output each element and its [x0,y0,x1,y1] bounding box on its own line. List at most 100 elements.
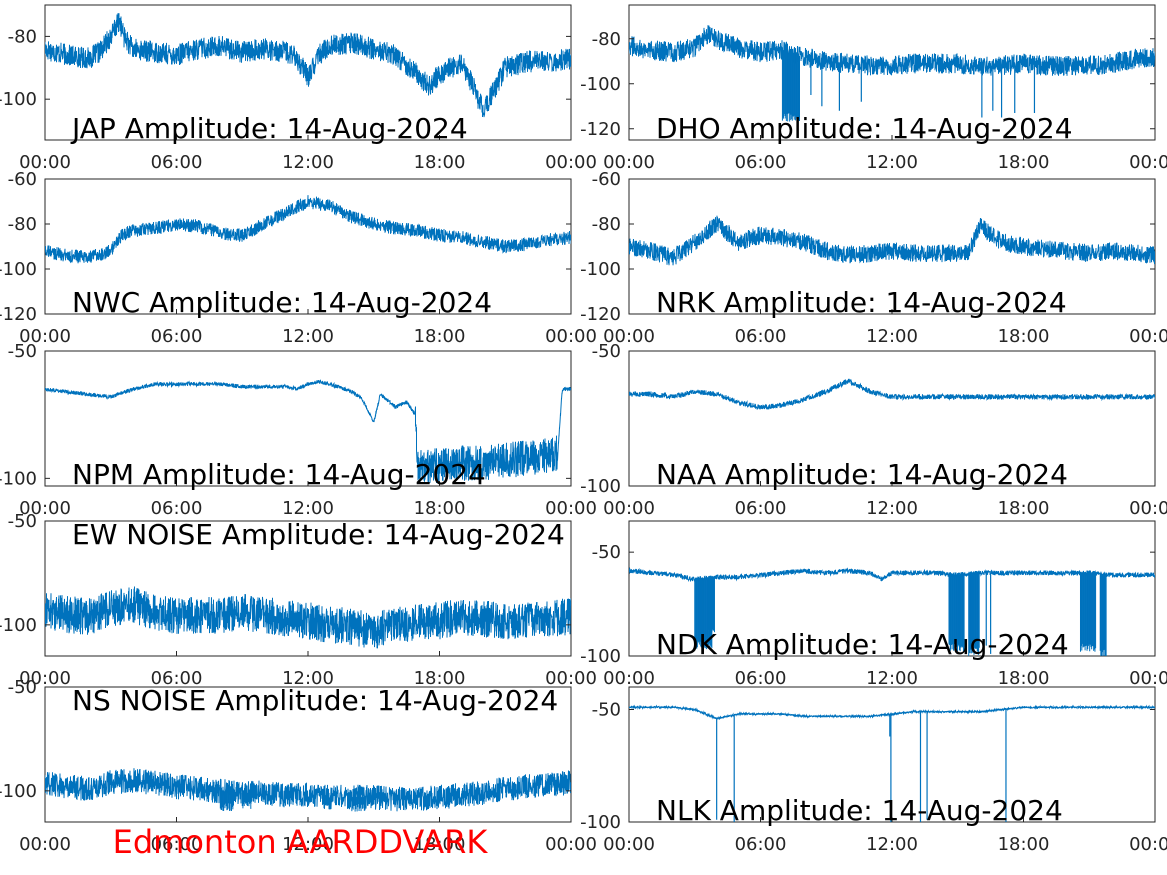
panel-nrk: -60-80-100-12000:0006:0012:0018:0000:00N… [580,169,1167,347]
x-tick-label: 12:00 [866,668,918,689]
x-tick-label: 00:00 [545,834,597,855]
x-tick-label: 18:00 [998,834,1050,855]
x-tick-label: 06:00 [151,152,203,173]
x-tick-label: 00:00 [1129,498,1167,519]
x-tick-label: 06:00 [151,668,203,689]
series-line [45,586,571,649]
panel-title: NRK Amplitude: 14-Aug-2024 [656,286,1067,319]
x-tick-label: 06:00 [735,834,787,855]
x-tick-label: 06:00 [151,834,203,855]
x-tick-label: 06:00 [735,152,787,173]
x-tick-label: 18:00 [414,326,466,347]
x-tick-label: 18:00 [414,152,466,173]
x-tick-label: 00:00 [19,834,71,855]
y-tick-label: -100 [0,615,37,636]
series-line [45,195,571,264]
x-tick-label: 18:00 [414,668,466,689]
y-tick-label: -100 [580,259,621,280]
series-line [629,567,1155,583]
panel-dho: -80-100-12000:0006:0012:0018:0000:00DHO … [580,4,1167,173]
x-tick-label: 12:00 [282,152,334,173]
axes-box [628,350,1156,487]
x-tick-label: 00:00 [603,498,655,519]
x-tick-label: 00:00 [545,152,597,173]
panel-title: NAA Amplitude: 14-Aug-2024 [656,458,1068,491]
x-tick-label: 00:00 [19,668,71,689]
y-tick-label: -100 [580,812,621,833]
x-tick-label: 00:00 [1129,152,1167,173]
x-tick-label: 00:00 [603,668,655,689]
x-tick-label: 18:00 [414,834,466,855]
y-tick-label: -50 [8,677,37,698]
x-tick-label: 12:00 [282,668,334,689]
x-tick-label: 00:00 [603,326,655,347]
y-tick-label: -50 [592,542,621,563]
y-tick-label: -100 [580,646,621,667]
y-tick-label: -80 [592,214,621,235]
x-tick-label: 00:00 [545,326,597,347]
y-tick-label: -100 [0,259,37,280]
x-tick-label: 12:00 [282,834,334,855]
axes-box [628,520,1156,657]
x-tick-label: 06:00 [151,326,203,347]
series-line [45,768,571,812]
x-tick-label: 00:00 [545,498,597,519]
x-tick-label: 00:00 [19,498,71,519]
y-tick-label: -120 [580,304,621,325]
x-tick-label: 12:00 [866,498,918,519]
x-tick-label: 00:00 [1129,326,1167,347]
x-tick-label: 00:00 [19,326,71,347]
x-tick-label: 00:00 [603,834,655,855]
x-tick-label: 12:00 [866,326,918,347]
footer-text: Edmonton AARDDVARK [113,823,489,861]
y-tick-label: -100 [0,781,37,802]
y-tick-label: -80 [8,214,37,235]
y-tick-label: -50 [8,511,37,532]
panel-title: NS NOISE Amplitude: 14-Aug-2024 [72,684,558,717]
y-tick-label: -60 [8,169,37,190]
panel-ns-noise: -50 -100 00:00 06:00 12:00 18:00 00:00 NS NOISE… [0,677,597,855]
y-tick-label: -80 [8,26,37,47]
y-tick-label: -50 [8,341,37,362]
x-tick-label: 00:00 [1129,668,1167,689]
x-tick-label: 00:00 [1129,834,1167,855]
y-tick-label: -100 [580,476,621,497]
x-tick-label: 00:00 [19,152,71,173]
panel-title: NWC Amplitude: 14-Aug-2024 [72,286,492,319]
panel-ew-noise: -50 -100 00:00 06:00 12:00 18:00 00:00 EW NOISE… [0,511,597,689]
panel-title: DHO Amplitude: 14-Aug-2024 [656,112,1073,145]
y-tick-label: -100 [0,468,37,489]
y-tick-label: -100 [580,74,621,95]
x-tick-label: 12:00 [866,152,918,173]
panel-title: NPM Amplitude: 14-Aug-2024 [72,458,486,491]
y-tick-label: -50 [592,341,621,362]
x-tick-label: 18:00 [998,498,1050,519]
x-tick-label: 06:00 [735,326,787,347]
series-line [45,379,571,484]
x-tick-label: 18:00 [414,498,466,519]
x-tick-label: 00:00 [545,668,597,689]
y-tick-label: -120 [580,119,621,140]
series-line [45,13,571,118]
x-tick-label: 18:00 [998,668,1050,689]
panel-title: NDK Amplitude: 14-Aug-2024 [656,628,1069,661]
x-tick-label: 00:00 [603,152,655,173]
x-tick-label: 12:00 [282,498,334,519]
x-tick-label: 06:00 [735,668,787,689]
panel-title: NLK Amplitude: 14-Aug-2024 [656,794,1063,827]
y-tick-label: -50 [592,700,621,721]
y-tick-label: -120 [0,304,37,325]
x-tick-label: 18:00 [998,152,1050,173]
x-tick-label: 06:00 [151,498,203,519]
panel-jap: -80 -100 00:00 06:00 12:00 18:00 00:00 JAP Ampl… [0,4,597,173]
y-tick-label: -60 [592,169,621,190]
series-line [629,215,1155,266]
x-tick-label: 18:00 [998,326,1050,347]
x-tick-label: 06:00 [735,498,787,519]
